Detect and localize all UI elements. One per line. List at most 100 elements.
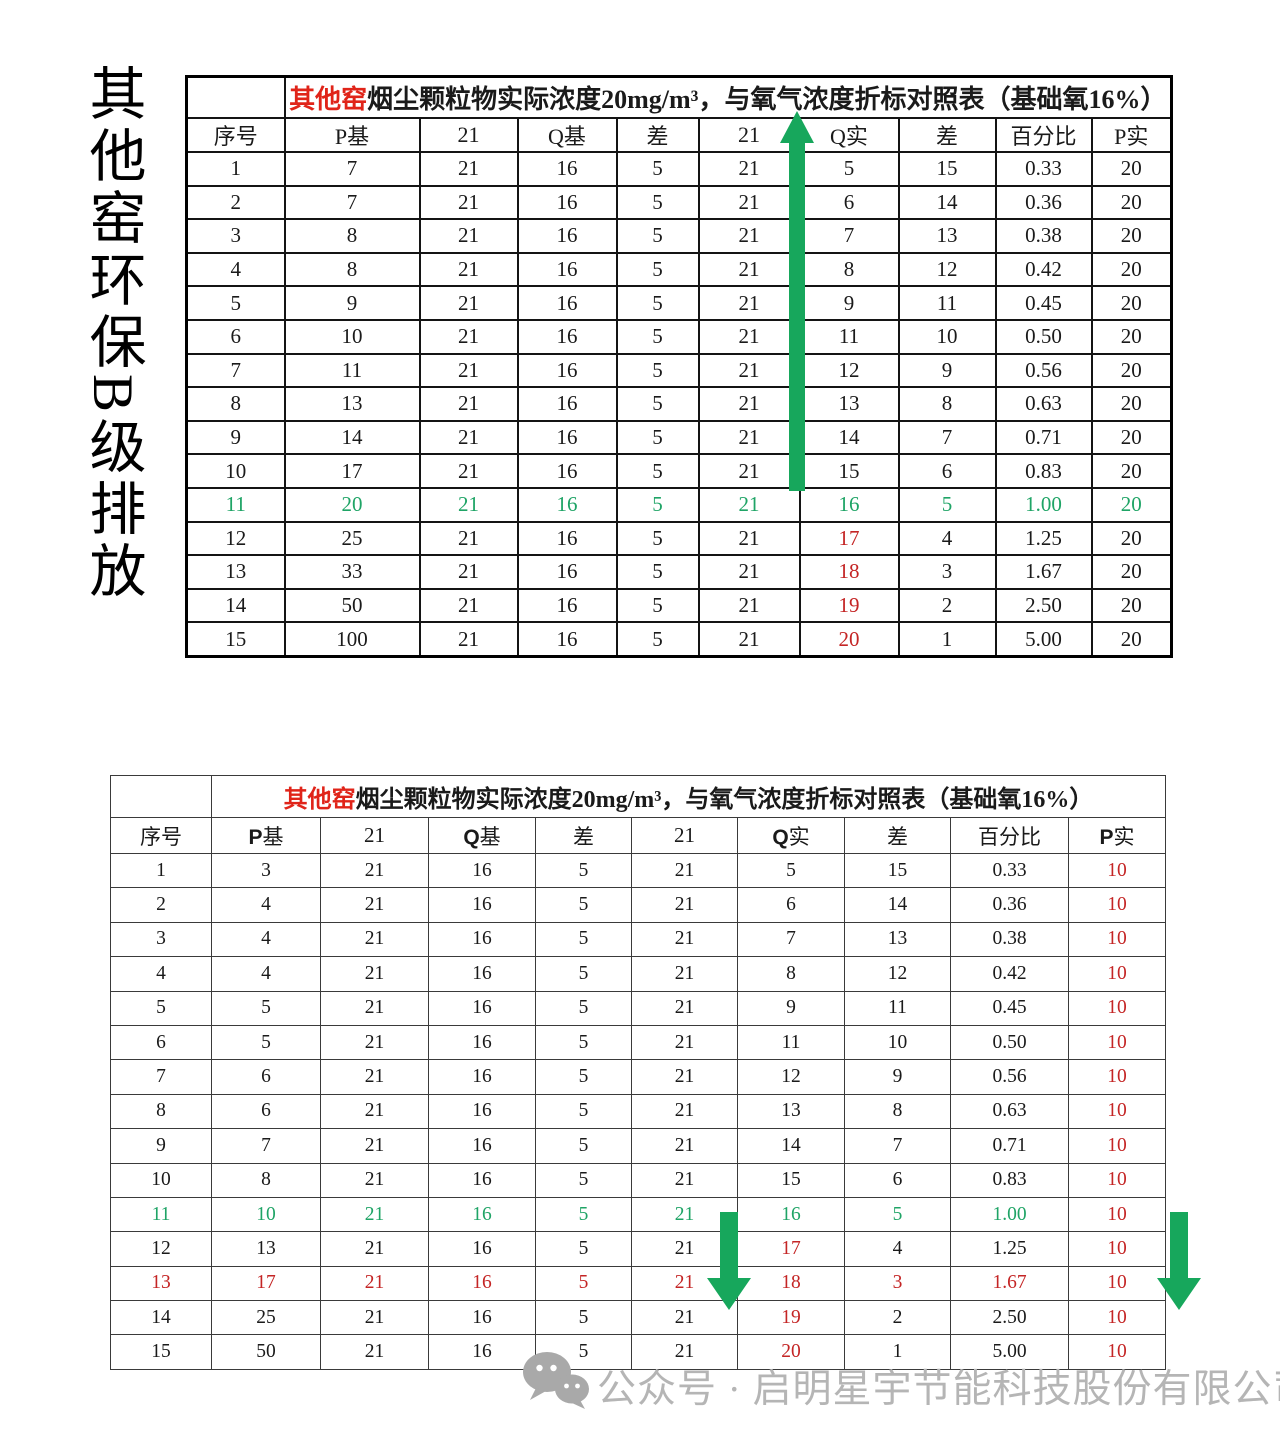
table-row: 15 50 21 16 5 21 20 1 5.00 10 <box>110 1334 1167 1370</box>
table-row: 11 10 21 16 5 21 16 5 1.00 10 <box>110 1196 1167 1233</box>
table-cell: 6 <box>185 318 286 355</box>
green-arrow-down-left-icon <box>707 1212 751 1310</box>
column-header: 百分比 <box>950 817 1069 854</box>
table-cell: 5 <box>615 386 700 422</box>
table-cell: 15 <box>185 621 286 658</box>
table-cell: 7 <box>283 184 421 221</box>
table-cell: 21 <box>631 1128 738 1164</box>
table-cell: 21 <box>418 486 519 523</box>
table-cell: 8 <box>844 1093 951 1130</box>
table-cell: 21 <box>418 554 519 590</box>
table-cell: 0.33 <box>950 852 1069 889</box>
table-cell: 16 <box>516 621 618 658</box>
table-title-kiln: 其他窑 <box>283 787 356 813</box>
table-cell: 20 <box>798 621 900 658</box>
table-cell: 21 <box>697 587 801 624</box>
table-cell: 18 <box>737 1265 845 1302</box>
table-cell: 15 <box>798 453 900 489</box>
table-cell: 16 <box>516 352 618 389</box>
table-cell: 20 <box>1090 554 1173 590</box>
table-cell: 0.42 <box>994 251 1093 288</box>
table-cell: 21 <box>418 184 519 221</box>
column-header: P基 <box>211 817 321 854</box>
table-cell: 12 <box>798 352 900 389</box>
oxygen-conversion-table-bottom: 其他窑烟尘颗粒物实际浓度20mg/m³，与氧气浓度折标对照表（基础氧16%） 序… <box>110 775 1167 1370</box>
table-cell: 50 <box>283 587 421 624</box>
table-cell: 11 <box>185 486 286 523</box>
table-cell: 16 <box>516 285 618 321</box>
table-title: 其他窑烟尘颗粒物实际浓度20mg/m³，与氧气浓度折标对照表（基础氧16%） <box>210 775 1167 818</box>
table-cell: 17 <box>798 520 900 557</box>
column-header: P实 <box>1090 117 1173 153</box>
table-cell: 21 <box>631 852 738 889</box>
table-cell: 20 <box>1090 218 1173 254</box>
table-cell: 50 <box>211 1334 321 1370</box>
table-cell: 4 <box>844 1231 951 1267</box>
table-cell: 5 <box>535 1093 632 1130</box>
table-cell: 14 <box>897 184 997 221</box>
table-cell: 17 <box>737 1231 845 1267</box>
table-cell: 10 <box>1067 887 1167 923</box>
table-cell: 13 <box>897 218 997 254</box>
table-cell: 21 <box>320 1093 429 1130</box>
table-cell: 13 <box>844 921 951 958</box>
table-cell: 0.50 <box>994 318 1093 355</box>
table-cell: 10 <box>110 1162 212 1198</box>
table-cell: 20 <box>1090 486 1173 523</box>
table-row: 6 5 21 16 5 21 11 10 0.50 10 <box>110 1024 1167 1061</box>
table-cell: 0.45 <box>950 990 1069 1026</box>
table-cell: 16 <box>516 419 618 456</box>
green-arrow-down-right-icon <box>1157 1212 1201 1310</box>
table-row: 2 7 21 16 5 21 6 14 0.36 20 <box>185 184 1173 221</box>
table-row: 14 25 21 16 5 21 19 2 2.50 10 <box>110 1300 1167 1336</box>
green-arrow-up-icon <box>780 111 814 491</box>
table-cell: 20 <box>1090 352 1173 389</box>
table-row: 13 17 21 16 5 21 18 3 1.67 10 <box>110 1265 1167 1302</box>
column-header: 序号 <box>110 817 212 854</box>
table-title-main: 烟尘颗粒物实际浓度20mg/m³，与氧气浓度折标对照表（基础氧16%） <box>367 85 1167 114</box>
table-cell: 7 <box>283 151 421 187</box>
table-cell: 19 <box>798 587 900 624</box>
table-cell: 16 <box>428 1093 536 1130</box>
table-cell: 17 <box>283 453 421 489</box>
table-cell: 10 <box>1067 852 1167 889</box>
table-cell: 21 <box>320 1128 429 1164</box>
table-cell: 10 <box>1067 1196 1167 1233</box>
table-cell: 10 <box>1067 1265 1167 1302</box>
table-cell: 7 <box>844 1128 951 1164</box>
table-cell: 21 <box>631 1300 738 1336</box>
table-cell: 5 <box>737 852 845 889</box>
table-cell: 1 <box>844 1334 951 1370</box>
table-cell: 11 <box>844 990 951 1026</box>
table-title-row: 其他窑烟尘颗粒物实际浓度20mg/m³，与氧气浓度折标对照表（基础氧16%） <box>185 75 1173 119</box>
table-cell: 8 <box>110 1093 212 1130</box>
table-cell: 9 <box>844 1059 951 1095</box>
table-cell: 16 <box>516 218 618 254</box>
table-cell: 21 <box>631 1024 738 1061</box>
table-cell: 3 <box>211 852 321 889</box>
table-cell: 12 <box>844 956 951 992</box>
table-cell: 1 <box>110 852 212 889</box>
table-cell: 10 <box>1067 990 1167 1026</box>
table-cell: 5 <box>615 352 700 389</box>
table-cell: 5 <box>615 621 700 658</box>
table-cell: 0.45 <box>994 285 1093 321</box>
table-cell: 21 <box>320 1300 429 1336</box>
table-cell: 15 <box>897 151 997 187</box>
table-cell: 6 <box>211 1059 321 1095</box>
table-cell: 16 <box>428 1024 536 1061</box>
table-cell: 10 <box>897 318 997 355</box>
table-cell: 5 <box>535 1300 632 1336</box>
column-header: 差 <box>535 817 632 854</box>
title-corner-cell <box>185 75 286 119</box>
table-cell: 0.83 <box>994 453 1093 489</box>
table-cell: 16 <box>516 151 618 187</box>
table-cell: 0.36 <box>994 184 1093 221</box>
table-row: 7 6 21 16 5 21 12 9 0.56 10 <box>110 1059 1167 1095</box>
table-cell: 4 <box>211 921 321 958</box>
table-cell: 21 <box>418 318 519 355</box>
table-cell: 21 <box>320 1024 429 1061</box>
table-header-row: 序号 P基 21 Q基差 21 Q实差百分比 P实 <box>110 817 1167 854</box>
table-cell: 0.42 <box>950 956 1069 992</box>
table-row: 11 20 21 16 5 21 16 5 1.00 20 <box>185 486 1173 523</box>
